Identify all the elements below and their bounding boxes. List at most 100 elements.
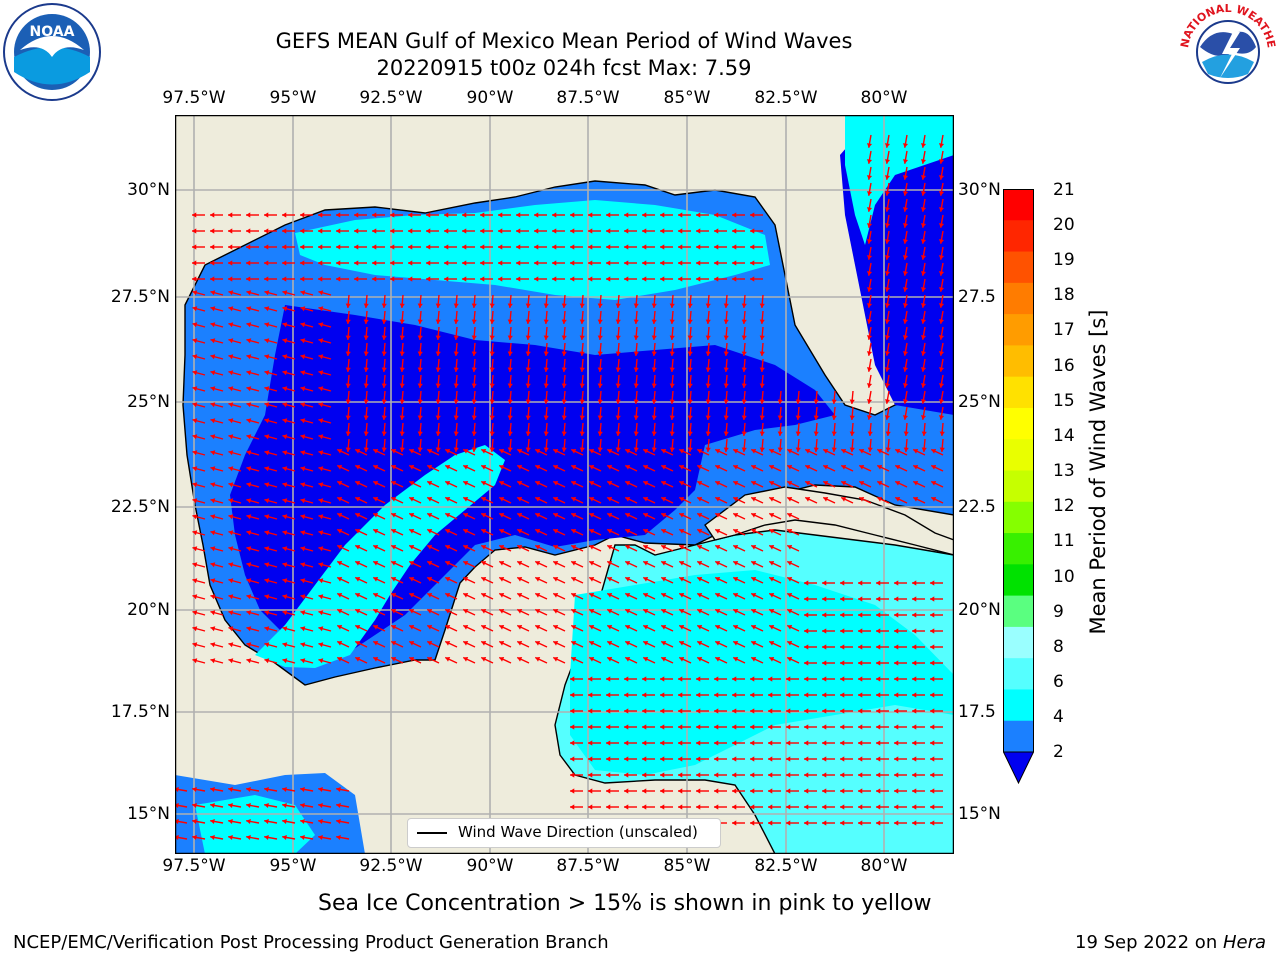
wind-arrowhead (210, 228, 215, 234)
wind-arrowhead (589, 640, 595, 646)
wind-arrowhead (660, 276, 665, 282)
wind-arrowhead (705, 447, 711, 452)
wind-arrowhead (938, 287, 945, 292)
wind-arrowhead (643, 512, 649, 518)
wind-arrowhead (445, 448, 451, 454)
wind-arrowhead (345, 415, 351, 420)
wind-arrowhead (535, 544, 541, 550)
wind-arrowhead (570, 212, 575, 218)
wind-arrowhead (884, 175, 891, 180)
wind-arrowhead (804, 660, 809, 666)
wind-arrowhead (210, 514, 216, 520)
wind-arrowhead (733, 640, 739, 646)
wind-arrowhead (463, 496, 469, 502)
wind-arrowhead (570, 260, 575, 266)
wind-arrowhead (246, 530, 252, 536)
wind-arrowhead (625, 496, 631, 502)
wind-arrowhead (426, 228, 431, 234)
wind-arrowhead (750, 676, 755, 682)
wind-arrowhead (642, 724, 647, 730)
wind-arrowhead (210, 244, 215, 250)
wind-arrowhead (902, 207, 909, 212)
wind-arrowhead (787, 448, 793, 454)
wind-arrowhead (489, 351, 495, 356)
wind-arrowhead (489, 447, 495, 452)
wind-arrowhead (615, 335, 621, 340)
wind-arrowhead (894, 676, 899, 682)
wind-arrowhead (884, 415, 891, 420)
wind-arrowhead (192, 610, 198, 616)
wind-arrowhead (633, 335, 639, 340)
wind-arrowhead (866, 335, 873, 340)
wind-arrowhead (633, 351, 639, 356)
wind-arrowhead (769, 640, 775, 646)
wind-arrowhead (372, 260, 377, 266)
wind-arrowhead (866, 367, 873, 372)
wind-arrowhead (715, 496, 721, 502)
wind-arrowhead (300, 212, 305, 218)
wind-arrowhead (391, 608, 397, 614)
wind-arrowhead (895, 496, 901, 502)
wind-arrowhead (733, 576, 739, 582)
wind-arrowhead (822, 724, 827, 730)
wind-arrowhead (282, 322, 288, 328)
wind-arrowhead (633, 447, 639, 452)
wind-arrowhead (336, 818, 341, 825)
wind-arrowhead (282, 562, 288, 568)
wind-arrowhead (804, 644, 809, 650)
wind-arrowhead (553, 448, 559, 454)
wind-arrowhead (705, 383, 711, 388)
wind-arrowhead (804, 772, 809, 778)
wind-arrowhead (768, 692, 773, 698)
wind-arrowhead (643, 464, 649, 470)
wind-arrowhead (786, 692, 791, 698)
wind-arrowhead (938, 191, 945, 196)
wind-arrowhead (840, 692, 845, 698)
wind-arrowhead (408, 212, 413, 218)
wind-arrowhead (902, 255, 909, 260)
wind-arrowhead (759, 383, 765, 388)
wind-arrowhead (858, 708, 863, 714)
wind-arrowhead (481, 560, 487, 566)
wind-arrowhead (786, 772, 791, 778)
wind-arrowhead (679, 560, 685, 566)
wind-arrowhead (912, 820, 917, 826)
wind-arrowhead (723, 351, 729, 356)
wind-arrowhead (462, 212, 467, 218)
wind-arrowhead (696, 740, 701, 746)
legend-line-sample (417, 832, 447, 834)
wind-arrowhead (489, 415, 495, 420)
wind-arrowhead (318, 370, 324, 376)
wind-arrowhead (409, 560, 415, 566)
wind-arrowhead (643, 528, 649, 534)
wind-arrowhead (373, 608, 379, 614)
wind-arrowhead (902, 271, 909, 276)
wind-arrowhead (417, 431, 423, 436)
wind-arrowhead (579, 383, 585, 388)
wind-arrowhead (589, 624, 595, 630)
wind-arrowhead (336, 260, 341, 266)
wind-arrowhead (858, 692, 863, 698)
wind-arrowhead (678, 260, 683, 266)
colorbar-tick: 16 (1053, 356, 1075, 376)
wind-arrowhead (210, 802, 215, 809)
wind-arrowhead (930, 596, 935, 602)
wind-arrowhead (912, 772, 917, 778)
wind-arrowhead (679, 512, 685, 518)
wind-arrowhead (715, 560, 721, 566)
wind-arrowhead (822, 596, 827, 602)
wind-arrowhead (624, 676, 629, 682)
wind-arrowhead (282, 370, 288, 376)
wind-arrowhead (570, 788, 575, 794)
wind-arrowhead (300, 562, 306, 568)
wind-arrowhead (786, 708, 791, 714)
wind-arrowhead (597, 351, 603, 356)
wind-arrowhead (507, 335, 513, 340)
wind-arrowhead (543, 383, 549, 388)
wind-arrowhead (804, 580, 809, 586)
wind-arrowhead (876, 740, 881, 746)
wind-arrowhead (435, 431, 441, 436)
wind-arrowhead (884, 367, 891, 372)
wind-arrowhead (697, 608, 703, 614)
wind-arrowhead (481, 512, 487, 518)
